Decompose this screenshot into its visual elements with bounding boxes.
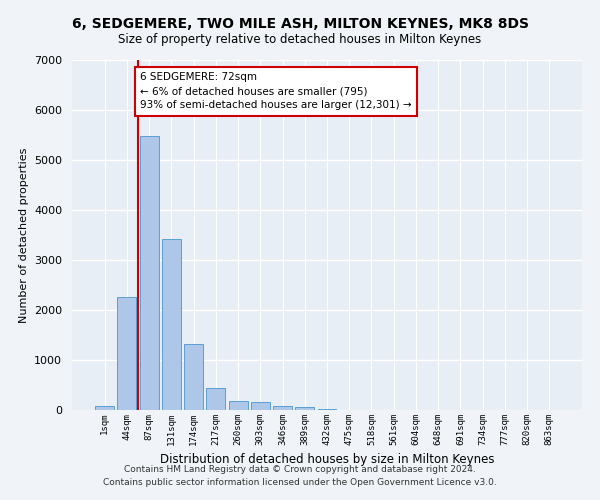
- Bar: [162, 238, 181, 410]
- Bar: [317, 409, 337, 410]
- Bar: [295, 407, 314, 410]
- Text: 6, SEDGEMERE, TWO MILE ASH, MILTON KEYNES, MK8 8DS: 6, SEDGEMERE, TWO MILE ASH, MILTON KEYNE…: [71, 18, 529, 32]
- Bar: [184, 344, 203, 410]
- Text: 6 SEDGEMERE: 72sqm
← 6% of detached houses are smaller (795)
93% of semi-detache: 6 SEDGEMERE: 72sqm ← 6% of detached hous…: [140, 72, 412, 110]
- X-axis label: Distribution of detached houses by size in Milton Keynes: Distribution of detached houses by size …: [160, 454, 494, 466]
- Bar: [273, 406, 292, 410]
- Text: Contains HM Land Registry data © Crown copyright and database right 2024.: Contains HM Land Registry data © Crown c…: [124, 466, 476, 474]
- Bar: [206, 388, 225, 410]
- Y-axis label: Number of detached properties: Number of detached properties: [19, 148, 29, 322]
- Text: Size of property relative to detached houses in Milton Keynes: Size of property relative to detached ho…: [118, 32, 482, 46]
- Bar: [140, 136, 158, 410]
- Bar: [251, 402, 270, 410]
- Bar: [118, 296, 136, 410]
- Bar: [95, 406, 114, 410]
- Text: Contains public sector information licensed under the Open Government Licence v3: Contains public sector information licen…: [103, 478, 497, 487]
- Bar: [229, 400, 248, 410]
